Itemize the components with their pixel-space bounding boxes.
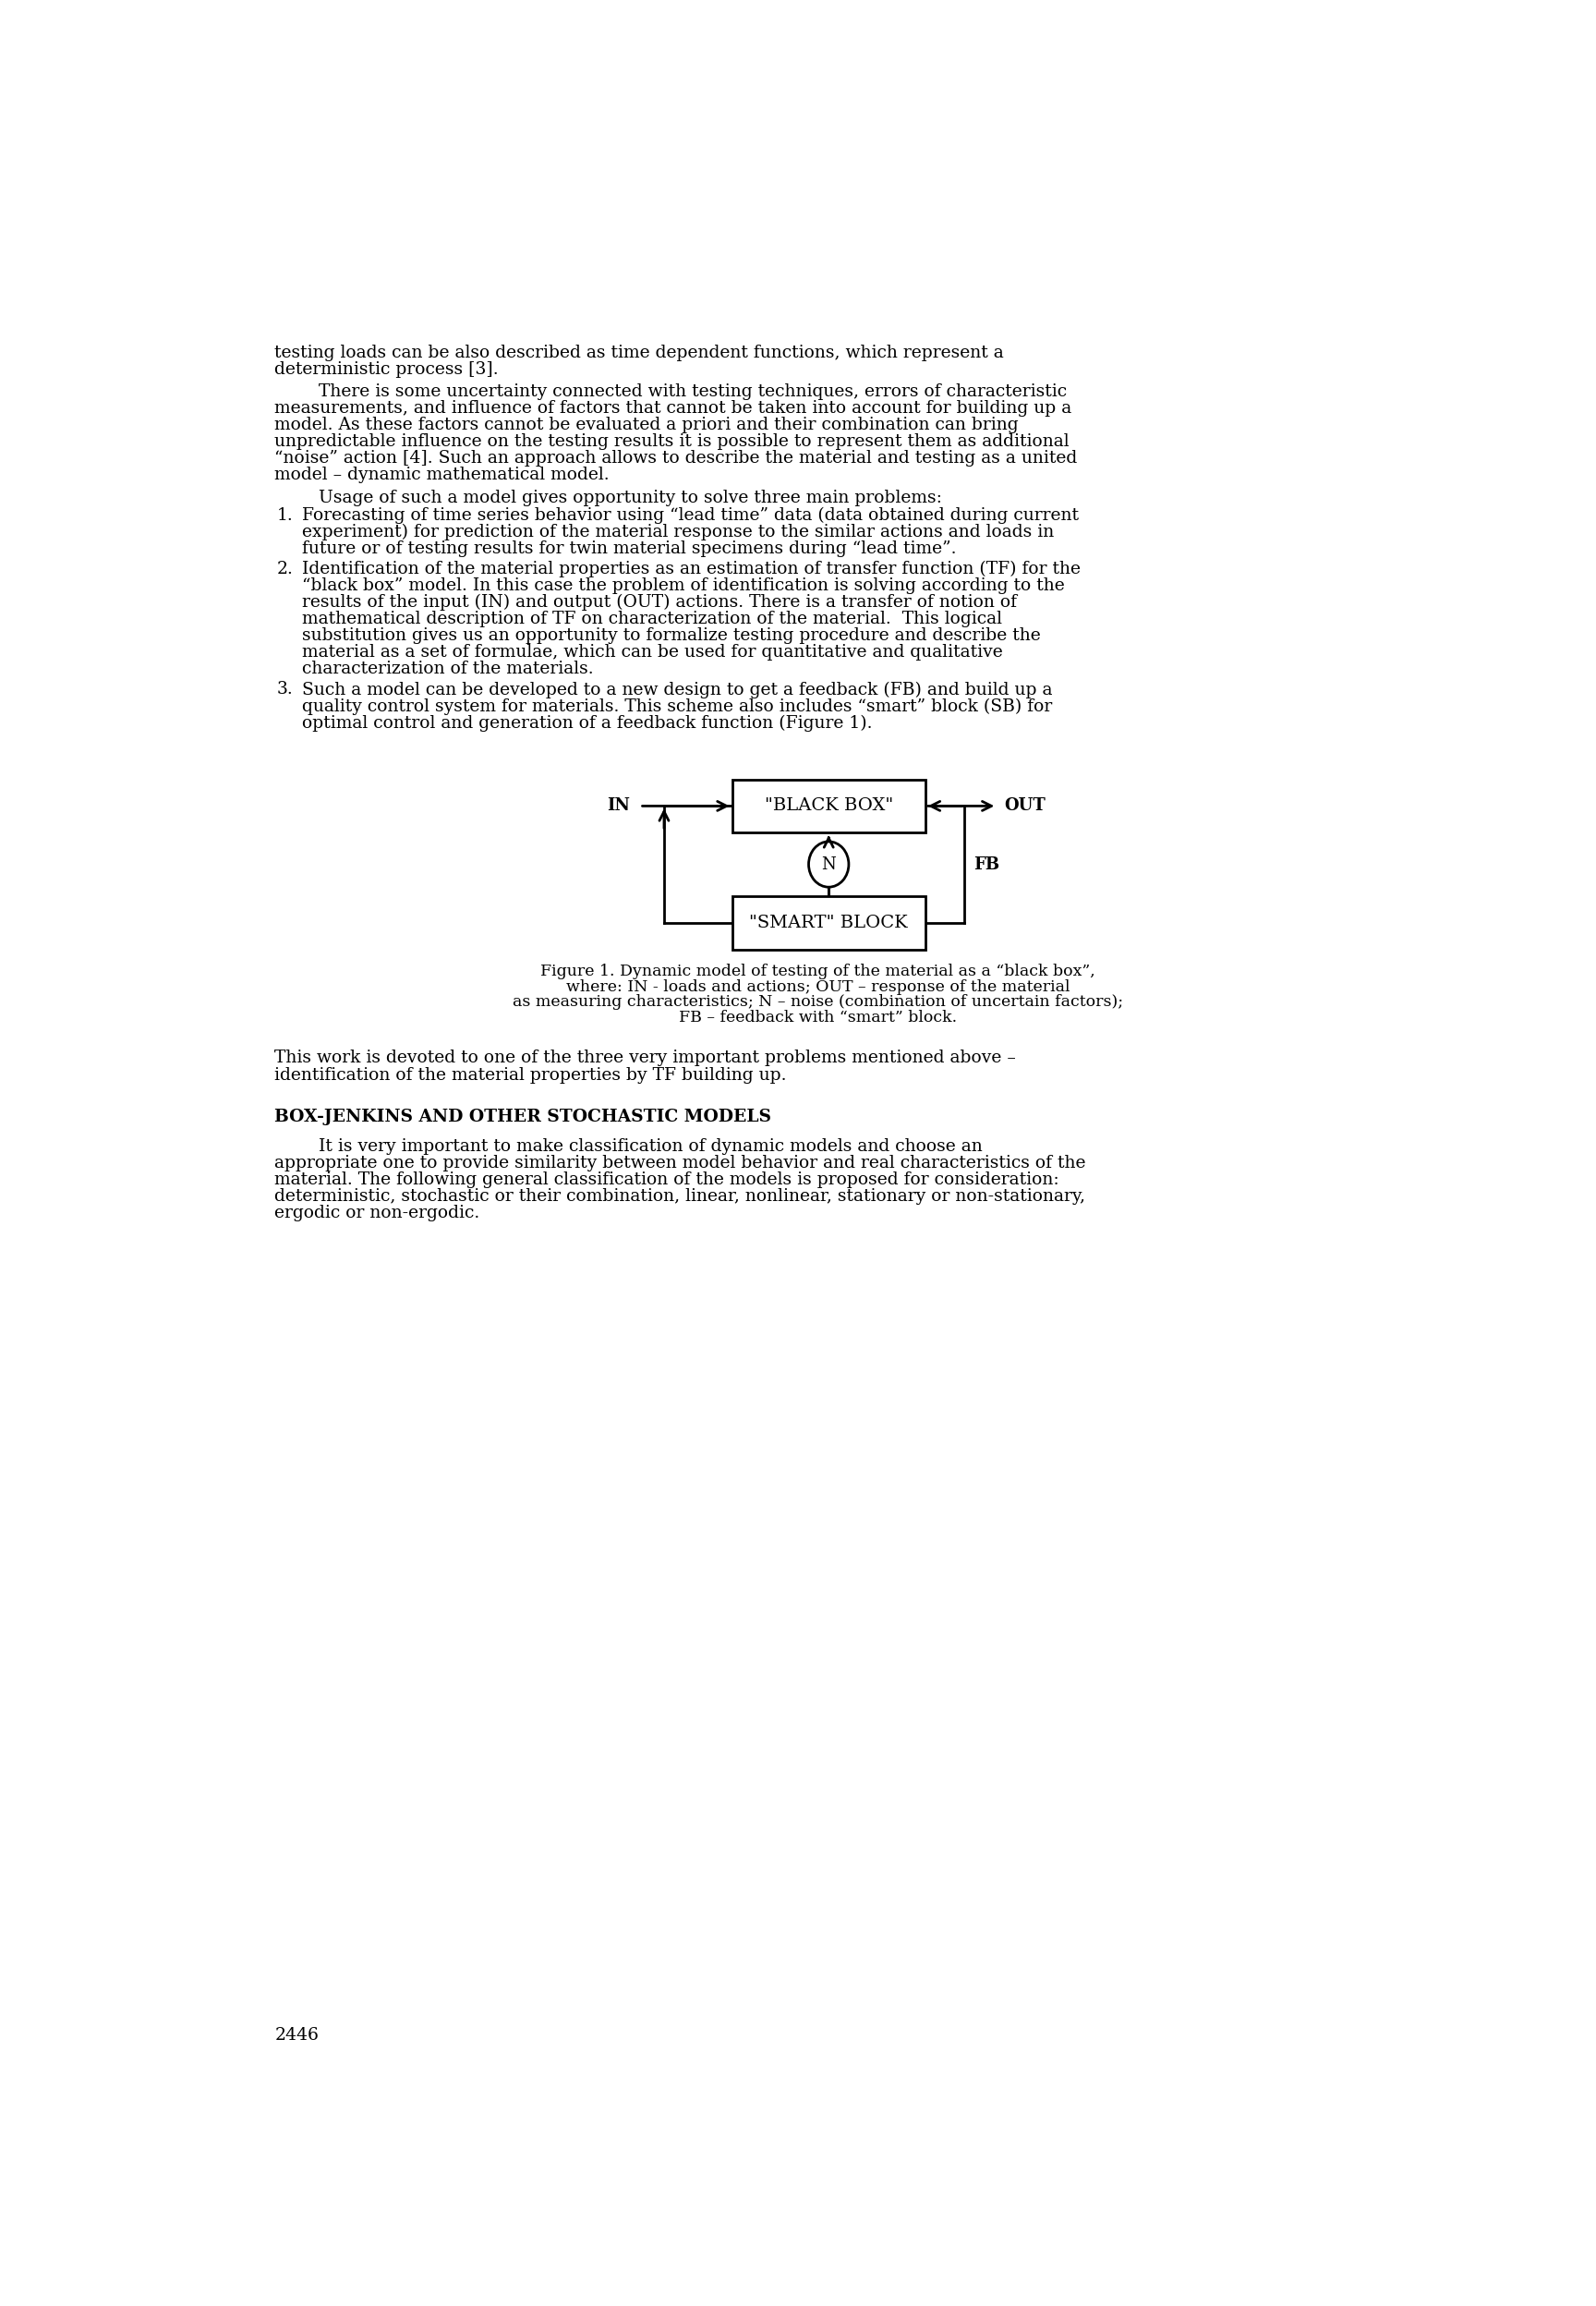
- Text: Forecasting of time series behavior using “lead time” data (data obtained during: Forecasting of time series behavior usin…: [302, 507, 1079, 523]
- Text: 1.: 1.: [276, 507, 294, 523]
- Text: Figure 1. Dynamic model of testing of the material as a “black box”,: Figure 1. Dynamic model of testing of th…: [541, 964, 1095, 980]
- Text: quality control system for materials. This scheme also includes “smart” block (S: quality control system for materials. Th…: [302, 699, 1052, 715]
- Text: There is some uncertainty connected with testing techniques, errors of character: There is some uncertainty connected with…: [275, 383, 1068, 399]
- Text: 2.: 2.: [276, 560, 294, 576]
- Ellipse shape: [809, 842, 849, 888]
- Text: unpredictable influence on the testing results it is possible to represent them : unpredictable influence on the testing r…: [275, 434, 1069, 450]
- Text: optimal control and generation of a feedback function (Figure 1).: optimal control and generation of a feed…: [302, 715, 871, 731]
- Text: future or of testing results for twin material specimens during “lead time”.: future or of testing results for twin ma…: [302, 540, 956, 558]
- Text: deterministic, stochastic or their combination, linear, nonlinear, stationary or: deterministic, stochastic or their combi…: [275, 1188, 1085, 1204]
- Text: It is very important to make classification of dynamic models and choose an: It is very important to make classificat…: [275, 1137, 983, 1155]
- Text: BOX-JENKINS AND OTHER STOCHASTIC MODELS: BOX-JENKINS AND OTHER STOCHASTIC MODELS: [275, 1109, 771, 1125]
- Text: "SMART" BLOCK: "SMART" BLOCK: [750, 915, 908, 932]
- Text: “black box” model. In this case the problem of identification is solving accordi: “black box” model. In this case the prob…: [302, 576, 1065, 595]
- Text: experiment) for prediction of the material response to the similar actions and l: experiment) for prediction of the materi…: [302, 523, 1053, 540]
- Text: identification of the material properties by TF building up.: identification of the material propertie…: [275, 1068, 787, 1084]
- Text: Usage of such a model gives opportunity to solve three main problems:: Usage of such a model gives opportunity …: [275, 489, 942, 505]
- Text: model. As these factors cannot be evaluated a priori and their combination can b: model. As these factors cannot be evalua…: [275, 417, 1018, 434]
- Text: characterization of the materials.: characterization of the materials.: [302, 662, 594, 678]
- Text: as measuring characteristics; N – noise (combination of uncertain factors);: as measuring characteristics; N – noise …: [512, 994, 1124, 1010]
- Text: Such a model can be developed to a new design to get a feedback (FB) and build u: Such a model can be developed to a new d…: [302, 680, 1052, 699]
- Text: material as a set of formulae, which can be used for quantitative and qualitativ: material as a set of formulae, which can…: [302, 643, 1002, 662]
- Text: FB – feedback with “smart” block.: FB – feedback with “smart” block.: [678, 1010, 958, 1026]
- Text: OUT: OUT: [1004, 798, 1045, 814]
- Text: measurements, and influence of factors that cannot be taken into account for bui: measurements, and influence of factors t…: [275, 401, 1073, 417]
- Text: "BLACK BOX": "BLACK BOX": [764, 798, 894, 814]
- Text: results of the input (IN) and output (OUT) actions. There is a transfer of notio: results of the input (IN) and output (OU…: [302, 595, 1017, 611]
- Text: mathematical description of TF on characterization of the material.  This logica: mathematical description of TF on charac…: [302, 611, 1002, 627]
- Text: material. The following general classification of the models is proposed for con: material. The following general classifi…: [275, 1171, 1060, 1188]
- Text: 2446: 2446: [275, 2027, 319, 2043]
- Text: IN: IN: [608, 798, 630, 814]
- Bar: [733, 779, 926, 832]
- Text: deterministic process [3].: deterministic process [3].: [275, 362, 498, 378]
- Text: FB: FB: [974, 856, 999, 872]
- Text: N: N: [822, 856, 836, 872]
- Text: model – dynamic mathematical model.: model – dynamic mathematical model.: [275, 468, 610, 484]
- Text: where: IN - loads and actions; OUT – response of the material: where: IN - loads and actions; OUT – res…: [567, 980, 1069, 994]
- Text: ergodic or non-ergodic.: ergodic or non-ergodic.: [275, 1204, 480, 1222]
- Text: substitution gives us an opportunity to formalize testing procedure and describe: substitution gives us an opportunity to …: [302, 627, 1041, 643]
- Text: testing loads can be also described as time dependent functions, which represent: testing loads can be also described as t…: [275, 344, 1004, 362]
- Bar: [733, 897, 926, 950]
- Text: “noise” action [4]. Such an approach allows to describe the material and testing: “noise” action [4]. Such an approach all…: [275, 450, 1077, 466]
- Text: appropriate one to provide similarity between model behavior and real characteri: appropriate one to provide similarity be…: [275, 1155, 1085, 1171]
- Text: 3.: 3.: [276, 680, 294, 699]
- Text: This work is devoted to one of the three very important problems mentioned above: This work is devoted to one of the three…: [275, 1049, 1017, 1068]
- Text: Identification of the material properties as an estimation of transfer function : Identification of the material propertie…: [302, 560, 1080, 576]
